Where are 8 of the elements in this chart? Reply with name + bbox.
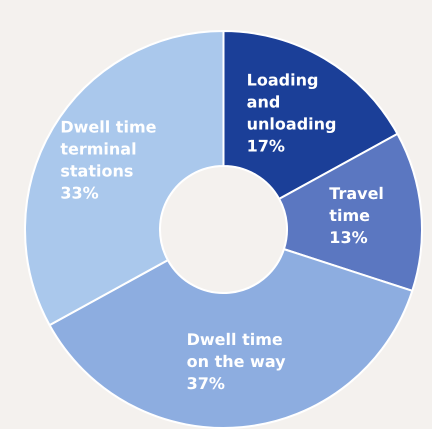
data-label: 33% [60,184,99,203]
slice-label: Loading and unloading [246,70,336,134]
slice-label: Dwell time terminal stations [60,118,157,181]
data-label: 13% [329,228,368,248]
data-label: 17% [246,136,285,156]
slice-label: Travel time [329,184,384,226]
slice-label: Dwell time on the way [186,330,286,371]
data-label: 37% [186,374,225,393]
